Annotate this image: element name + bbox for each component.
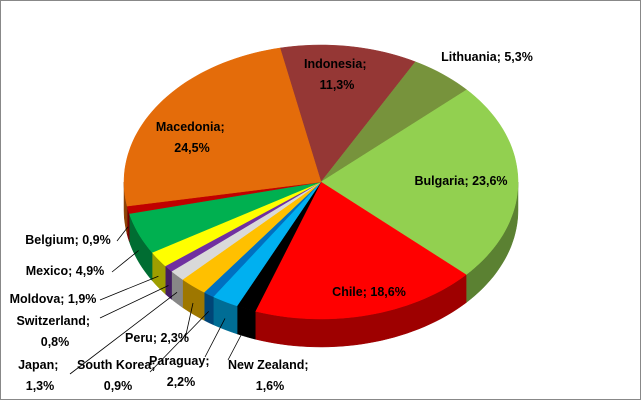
slice <box>320 89 519 276</box>
leader-lines <box>69 226 247 375</box>
label-separator: ; <box>54 358 62 372</box>
label-separator: ; <box>153 331 161 345</box>
label-category: Bulgaria <box>414 174 465 188</box>
slice <box>279 44 416 183</box>
data-label: Paraguay; 2,2% <box>149 354 213 389</box>
slice <box>182 181 322 293</box>
label-value: 1,9% <box>68 292 97 306</box>
label-value: 4,9% <box>76 264 105 278</box>
label-value: 0,9% <box>82 233 111 247</box>
label-separator: ; <box>220 120 228 134</box>
label-separator: ; <box>68 264 76 278</box>
label-category: Japan <box>18 358 54 372</box>
label-separator: ; <box>362 57 370 71</box>
slice-side <box>236 305 256 340</box>
label-separator: ; <box>363 285 371 299</box>
leader-line <box>99 285 169 319</box>
pie-walls <box>123 181 519 348</box>
pie-tops <box>123 44 519 320</box>
label-value: 2,3% <box>160 331 189 345</box>
data-labels: Indonesia; 11,3% Lithuania; 5,3% Bulgaria;… <box>10 50 533 393</box>
label-category: Lithuania <box>441 50 498 64</box>
data-label: Bulgaria; 23,6% <box>414 174 507 188</box>
leader-line <box>116 226 129 242</box>
label-separator: ; <box>304 358 312 372</box>
leader-line <box>99 275 159 301</box>
data-label: South Korea; 0,9% <box>77 358 159 393</box>
label-category: South Korea <box>77 358 152 372</box>
label-value: 24,5% <box>174 141 209 155</box>
label-value: 1,6% <box>256 379 285 393</box>
label-category: Switzerland <box>16 314 85 328</box>
data-label: Chile; 18,6% <box>332 285 406 299</box>
label-value: 0,8% <box>41 335 70 349</box>
data-label: Japan; 1,3% <box>18 358 62 393</box>
label-category: Chile <box>332 285 363 299</box>
label-separator: ; <box>464 174 472 188</box>
label-value: 18,6% <box>370 285 405 299</box>
label-category: Macedonia <box>156 120 222 134</box>
label-separator: ; <box>497 50 505 64</box>
data-label: Moldova; 1,9% <box>10 292 97 306</box>
label-category: New Zealand <box>228 358 304 372</box>
label-separator: ; <box>151 358 159 372</box>
slice <box>254 181 467 320</box>
data-label: Belgium; 0,9% <box>25 233 110 247</box>
label-category: Indonesia <box>304 57 363 71</box>
slice <box>123 47 322 207</box>
data-label: New Zealand; 1,6% <box>228 358 312 393</box>
data-label: Peru; 2,3% <box>125 331 189 345</box>
label-separator: ; <box>205 354 213 368</box>
data-label: Mexico; 4,9% <box>26 264 105 278</box>
leader-line <box>184 302 194 340</box>
slice-side <box>165 265 172 300</box>
label-value: 2,2% <box>167 375 196 389</box>
label-value: 1,3% <box>26 379 55 393</box>
slice <box>128 181 322 253</box>
label-category: Mexico <box>26 264 69 278</box>
slice <box>320 61 468 183</box>
data-label: Switzerland; 0,8% <box>16 314 93 349</box>
label-value: 11,3% <box>320 78 355 92</box>
label-category: Paraguay <box>149 354 205 368</box>
leader-line <box>227 325 247 361</box>
label-category: Belgium <box>25 233 74 247</box>
data-label: Indonesia; 11,3% <box>304 57 370 92</box>
data-label: Lithuania; 5,3% <box>441 50 533 64</box>
leader-line <box>111 250 139 273</box>
leader-line <box>69 291 178 375</box>
leader-line <box>149 311 209 373</box>
label-separator: ; <box>60 292 68 306</box>
label-category: Moldova <box>10 292 62 306</box>
label-value: 23,6% <box>472 174 507 188</box>
label-value: 5,3% <box>504 50 533 64</box>
label-category: Peru <box>125 331 153 345</box>
slice-side <box>203 291 214 326</box>
label-separator: ; <box>75 233 83 247</box>
data-label: Macedonia; 24,5% <box>156 120 228 155</box>
label-value: 0,9% <box>104 379 133 393</box>
leader-line <box>204 318 226 358</box>
label-separator: ; <box>86 314 94 328</box>
